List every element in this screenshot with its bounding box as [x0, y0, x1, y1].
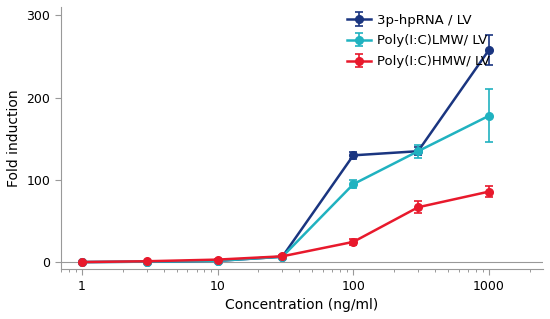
Y-axis label: Fold induction: Fold induction [7, 89, 21, 187]
X-axis label: Concentration (ng/ml): Concentration (ng/ml) [226, 298, 378, 312]
Legend: 3p-hpRNA / LV, Poly(I:C)LMW/ LV, Poly(I:C)HMW/ LV: 3p-hpRNA / LV, Poly(I:C)LMW/ LV, Poly(I:… [347, 13, 490, 68]
